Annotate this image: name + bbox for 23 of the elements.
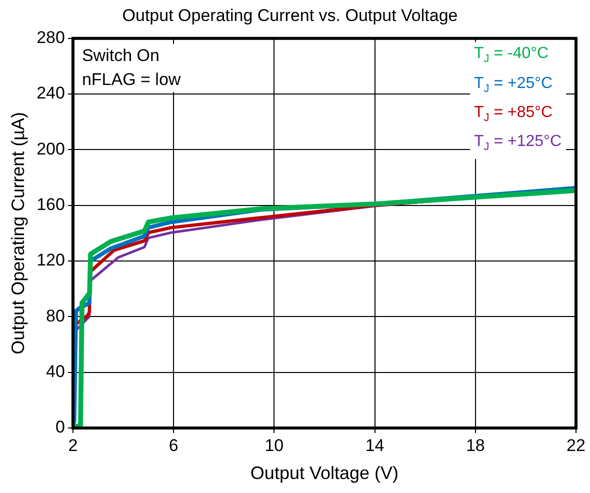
text: T$_{J}$ = +25°C	[474, 74, 554, 97]
y-tick-label: 280	[36, 28, 65, 48]
annotation: nFLAG = low	[82, 69, 181, 92]
text: T$_{J}$ = +85°C	[474, 102, 554, 126]
annotation: Switch On	[82, 45, 160, 68]
y-tick-label: 240	[36, 84, 65, 103]
x-tick-label: 22	[566, 436, 586, 455]
y-tick-label: 120	[36, 250, 65, 270]
y-tick-label: 200	[36, 139, 65, 158]
chart-title: Output Operating Current vs. Output Voltage	[122, 6, 458, 25]
x-tick-label: 6	[168, 436, 178, 455]
x-tick-label: 18	[466, 436, 485, 455]
y-tick-label: 160	[36, 195, 65, 214]
text: T$_{J}$ = -40°C	[474, 44, 550, 68]
y-tick-label: 80	[46, 306, 65, 326]
x-tick-label: 10	[264, 436, 284, 455]
x-tick-label: 2	[68, 436, 78, 455]
y-tick-label: 40	[46, 362, 65, 382]
text: T$_{J}$ = +125°C	[474, 132, 562, 156]
y-tick-label: 0	[55, 418, 65, 437]
x-tick-label: 14	[365, 436, 384, 455]
y-axis-title: Output Operating Current (µA)	[8, 112, 28, 354]
x-axis-title: Output Voltage (V)	[250, 463, 399, 484]
